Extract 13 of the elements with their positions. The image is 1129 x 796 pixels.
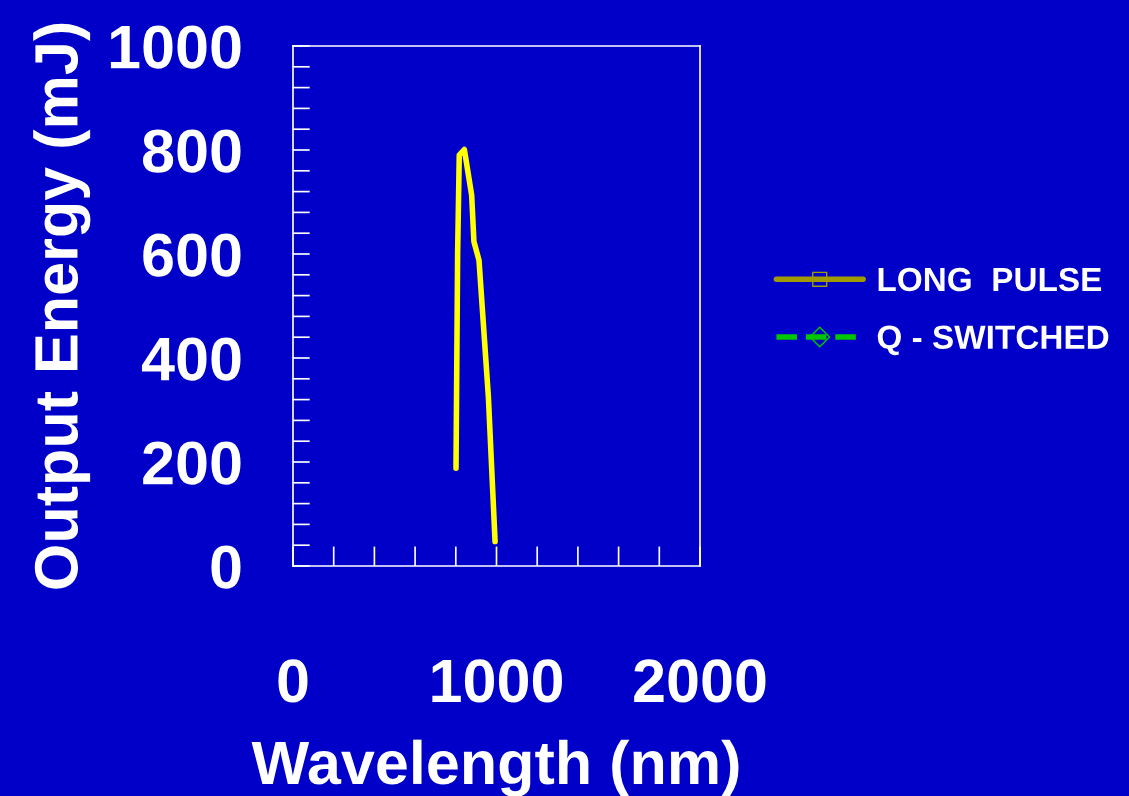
y-tick-label: 1000 [110,25,241,69]
legend-label: Q - SWITCHED [877,325,1109,356]
x-axis-title: Wavelength (nm) [251,739,739,796]
y-axis-title: Output Energy (mJ) [33,23,91,589]
y-tick-label: 200 [143,441,241,485]
legend-label: LONG PULSE [878,267,1102,292]
y-tick-label: 600 [143,233,241,277]
y-tick-label: 400 [141,337,241,381]
x-tick-label: 0 [278,659,308,703]
y-tick-label: 0 [211,545,241,589]
x-tick-label: 1000 [432,659,562,703]
y-tick-label: 800 [142,129,241,173]
x-tick-label: 2000 [634,659,766,703]
